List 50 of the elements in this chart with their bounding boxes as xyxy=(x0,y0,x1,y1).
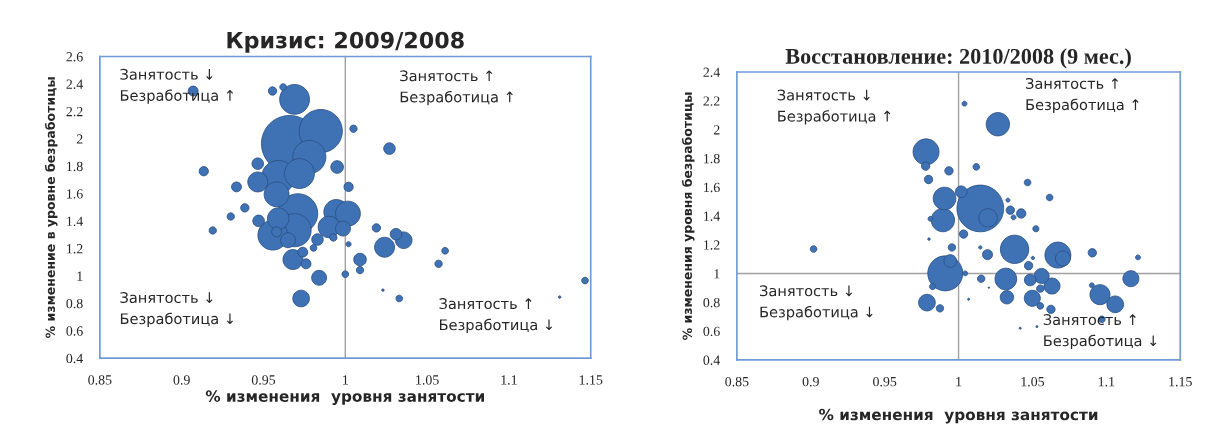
annotation: Занятость ↓ Безработица ↓ xyxy=(120,292,234,328)
x-tick-label: 0.85 xyxy=(725,376,749,387)
annotation: Занятость ↑ Безработица ↓ xyxy=(439,298,553,334)
x-tick-label: 1.15 xyxy=(579,375,603,385)
y-tick-label: 1.6 xyxy=(67,189,83,199)
y-tick-label: 0.8 xyxy=(66,298,83,309)
y-tick-label: 2.4 xyxy=(66,79,83,89)
y-tick-label: 1.8 xyxy=(67,161,83,172)
annotation: Занятость ↓ Безработица ↑ xyxy=(777,89,891,125)
y-tick-label: 1.2 xyxy=(67,244,83,254)
x-tick-label: 1.05 xyxy=(416,375,439,385)
y-tick-label: 0.4 xyxy=(703,355,721,365)
y-axis-title: % изменение в уровне безработицы xyxy=(44,77,58,338)
y-tick-label: 1 xyxy=(714,269,720,279)
x-tick-label: 1.1 xyxy=(1098,377,1115,387)
chart-title: Восстановление: 2010/2008 (9 мес.) xyxy=(785,48,1131,69)
x-tick-label: 1.1 xyxy=(501,375,517,385)
y-tick-label: 1.6 xyxy=(704,182,720,193)
annotation: Занятость ↓ Безработица ↑ xyxy=(120,68,234,104)
y-tick-label: 1 xyxy=(77,271,83,281)
annotation: Занятость ↑ Безработица ↑ xyxy=(400,70,513,106)
x-tick-label: 0.9 xyxy=(173,375,190,385)
y-tick-label: 2.2 xyxy=(66,106,83,117)
x-tick-label: 0.95 xyxy=(873,376,897,387)
y-tick-label: 0.6 xyxy=(66,326,83,336)
chart-title: Кризис: 2009/2008 xyxy=(227,31,464,53)
y-tick-label: 2.2 xyxy=(703,96,720,106)
y-tick-label: 1.4 xyxy=(67,216,83,227)
annotation: Занятость ↓ Безработица ↓ xyxy=(760,285,873,321)
x-axis-title: % изменения уровня занятости xyxy=(205,390,484,405)
annotation: Занятость ↑ Безработица ↑ xyxy=(1026,77,1139,114)
y-tick-label: 2.4 xyxy=(703,67,721,77)
y-tick-label: 0.6 xyxy=(703,326,720,337)
y-axis-title: % изменения уровня безработицы xyxy=(681,92,695,340)
y-tick-label: 0.4 xyxy=(66,353,83,364)
x-tick-label: 0.95 xyxy=(251,375,276,385)
x-tick-label: 0.85 xyxy=(88,375,112,385)
x-tick-label: 1.15 xyxy=(1169,377,1192,387)
x-axis-title: % изменения уровня занятости xyxy=(819,408,1098,424)
y-tick-label: 1.4 xyxy=(704,211,721,221)
x-tick-label: 1 xyxy=(956,377,962,387)
y-tick-label: 2 xyxy=(76,134,83,144)
x-tick-label: 1.05 xyxy=(1021,376,1045,387)
x-tick-label: 1 xyxy=(343,375,348,385)
y-tick-label: 1.2 xyxy=(704,240,720,250)
y-tick-label: 1.8 xyxy=(704,153,720,164)
y-tick-label: 0.8 xyxy=(703,297,720,308)
y-tick-label: 2.6 xyxy=(66,52,83,62)
y-tick-label: 2 xyxy=(713,125,720,135)
x-tick-label: 0.9 xyxy=(802,376,819,387)
